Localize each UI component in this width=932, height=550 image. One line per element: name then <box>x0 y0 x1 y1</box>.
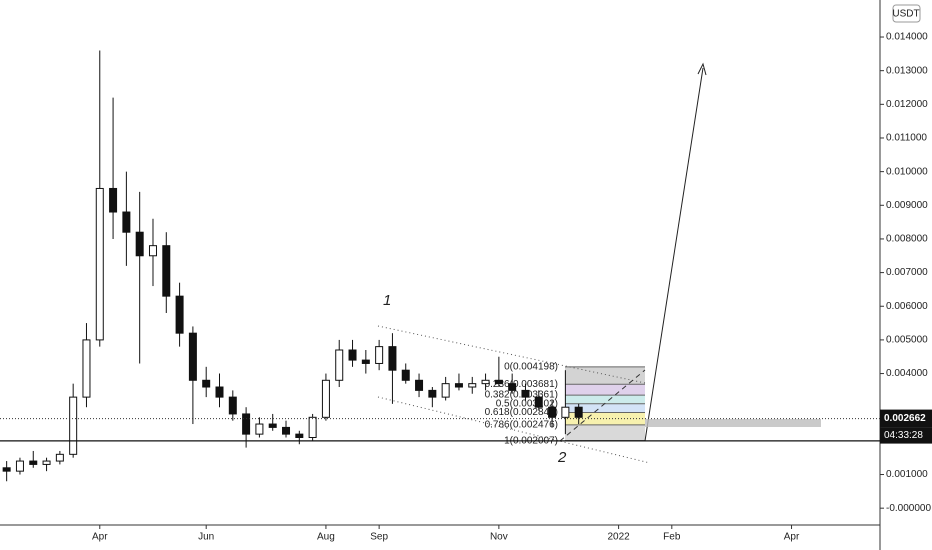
dashed-trend <box>559 369 646 442</box>
y-tick-label: 0.008000 <box>886 234 928 245</box>
candle-body <box>228 396 237 415</box>
fib-zone <box>565 403 645 413</box>
candle-body <box>82 339 91 398</box>
x-tick-label: Nov <box>490 532 508 543</box>
candle-body <box>95 187 104 341</box>
fib-label: 0.236(0.003681) <box>485 379 558 390</box>
candle-body <box>468 383 477 388</box>
fib-zone <box>565 395 645 404</box>
candle-body <box>521 389 530 398</box>
currency: USDT <box>892 9 919 20</box>
candle-body <box>321 379 330 418</box>
x-tick-label: 2022 <box>607 532 630 543</box>
candle-body <box>481 379 490 385</box>
candle-body <box>109 187 118 213</box>
candle-body <box>29 460 38 465</box>
candle-body <box>441 383 450 398</box>
currency-box <box>892 4 921 23</box>
candle-body <box>415 379 424 391</box>
fib-zone <box>565 424 645 441</box>
candle-body <box>188 332 197 381</box>
y-tick-label: 0.010000 <box>886 166 928 177</box>
y-tick-label: 0.005000 <box>886 335 928 346</box>
y-tick-label: 0.004000 <box>886 368 928 379</box>
candle-body <box>2 467 11 472</box>
candle-body <box>534 396 543 408</box>
candle-body <box>388 346 397 371</box>
y-tick-label: -0.000000 <box>886 503 931 514</box>
fib-zone <box>565 384 645 396</box>
candle-body <box>255 423 264 435</box>
fib-label: 0.382(0.003361) <box>485 390 558 401</box>
candle-body <box>122 211 131 233</box>
fib-label: 0.618(0.002843) <box>485 407 558 418</box>
last-price-box <box>880 409 932 428</box>
candle-body <box>348 349 357 361</box>
y-tick-label: 0.009000 <box>886 200 928 211</box>
x-tick-label: Sep <box>370 532 388 543</box>
candle-body <box>162 245 171 297</box>
arrow-head <box>697 62 707 76</box>
fib-zone <box>565 412 645 425</box>
candle-body <box>55 453 64 462</box>
fib-label: 0.5(0.003102) <box>496 398 558 409</box>
candle-body <box>69 396 78 455</box>
candle-body <box>561 406 570 418</box>
y-tick-label: 0.013000 <box>886 65 928 76</box>
timer-box <box>880 427 932 444</box>
last-price-label: 0.002662 <box>884 413 926 424</box>
y-tick-label: 0.014000 <box>886 32 928 43</box>
y-tick-label: 0.012000 <box>886 99 928 110</box>
x-tick-label: Aug <box>317 532 335 543</box>
wave-label: 2 <box>557 449 567 466</box>
candle-body <box>268 423 277 428</box>
candle-body <box>135 231 144 257</box>
candle-body <box>148 245 157 257</box>
candle-body <box>361 359 370 364</box>
wave-label: 1 <box>383 292 391 309</box>
x-tick-label: Apr <box>784 532 800 543</box>
timer: 04:33:28 <box>884 430 923 441</box>
x-tick-label: Apr <box>92 532 108 543</box>
fib-zone <box>565 366 645 385</box>
candle-body <box>335 349 344 381</box>
candle-body <box>494 379 503 385</box>
channel-top <box>377 325 646 384</box>
candle-body <box>428 389 437 398</box>
x-tick-label: Feb <box>663 532 681 543</box>
candle-body <box>242 413 251 435</box>
candle-body <box>295 433 304 438</box>
candle-body <box>375 346 384 364</box>
candle-body <box>215 386 224 398</box>
fib-label: 0(0.004198) <box>504 362 558 373</box>
candle-body <box>454 383 463 388</box>
candle-body <box>15 460 24 472</box>
y-tick-label: 0.006000 <box>886 301 928 312</box>
x-tick-label: Jun <box>198 532 214 543</box>
fib-label: 0.786(0.002476) <box>485 419 558 430</box>
projection-box <box>645 419 821 427</box>
y-tick-label: 0.001000 <box>886 469 928 480</box>
target-arrow <box>644 67 704 442</box>
y-tick-label: 0.011000 <box>886 133 927 144</box>
y-tick-label: 0.007000 <box>886 267 928 278</box>
candle-body <box>282 426 291 435</box>
candle-body <box>202 379 211 388</box>
candle-body <box>508 383 517 391</box>
candle-body <box>574 406 583 418</box>
candle-body <box>42 460 51 465</box>
candle-body <box>308 416 317 438</box>
candle-body <box>548 406 557 418</box>
candle-body <box>175 295 184 334</box>
candle-body <box>401 369 410 381</box>
